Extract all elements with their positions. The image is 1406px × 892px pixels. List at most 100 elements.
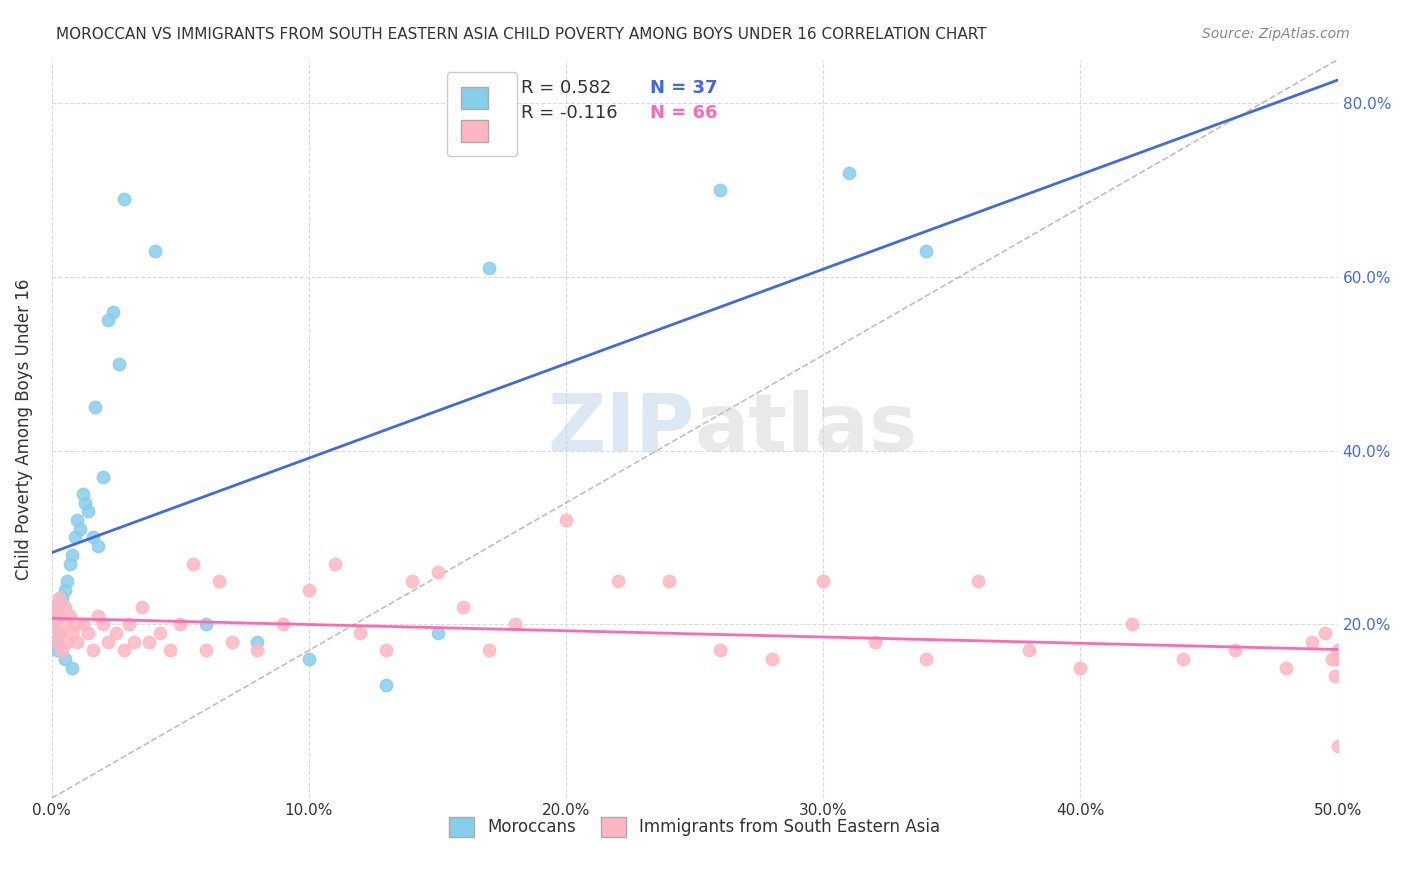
Point [138, 634, 160, 648]
Point [51, 591, 73, 606]
Point [60, 626, 83, 640]
Point [45, 634, 67, 648]
Text: R = 0.582: R = 0.582 [522, 78, 612, 96]
Point [75, 496, 97, 510]
Point [44, 599, 66, 614]
Point [53, 652, 76, 666]
Point [82, 531, 104, 545]
Point [56, 634, 79, 648]
Point [131, 599, 153, 614]
Point [51, 643, 73, 657]
Point [1018, 643, 1040, 657]
Point [143, 244, 166, 258]
Point [91, 469, 114, 483]
Point [966, 574, 988, 588]
Point [63, 531, 86, 545]
Point [122, 634, 145, 648]
Point [1326, 643, 1348, 657]
Point [863, 634, 886, 648]
Point [915, 652, 938, 666]
Point [53, 599, 76, 614]
Point [48, 608, 70, 623]
Point [709, 183, 731, 197]
Point [48, 626, 70, 640]
Text: atlas: atlas [695, 390, 918, 468]
Point [401, 574, 423, 588]
Point [1322, 652, 1344, 666]
Point [195, 643, 218, 657]
Point [112, 643, 135, 657]
Point [426, 566, 449, 580]
Point [1326, 739, 1348, 753]
Y-axis label: Child Poverty Among Boys Under 16: Child Poverty Among Boys Under 16 [15, 278, 32, 580]
Point [53, 582, 76, 597]
Point [503, 617, 526, 632]
Point [72, 487, 94, 501]
Point [76, 626, 98, 640]
Point [60, 548, 83, 562]
Point [1313, 626, 1336, 640]
Point [56, 574, 79, 588]
Point [1173, 652, 1195, 666]
Point [105, 626, 128, 640]
Point [451, 599, 474, 614]
Point [84, 400, 107, 414]
Point [658, 574, 681, 588]
Point [813, 574, 835, 588]
Point [107, 357, 129, 371]
Point [112, 192, 135, 206]
Point [298, 582, 321, 597]
Point [181, 557, 204, 571]
Point [44, 617, 66, 632]
Point [63, 617, 86, 632]
Point [91, 617, 114, 632]
Point [69, 522, 91, 536]
Point [45, 643, 67, 657]
Point [44, 617, 66, 632]
Point [59, 608, 82, 623]
Legend: Moroccans, Immigrants from South Eastern Asia: Moroccans, Immigrants from South Eastern… [440, 808, 949, 846]
Text: R = -0.116: R = -0.116 [522, 103, 617, 122]
Point [246, 643, 269, 657]
Point [323, 557, 346, 571]
Point [48, 626, 70, 640]
Point [103, 304, 125, 318]
Point [82, 643, 104, 657]
Point [149, 626, 172, 640]
Point [1121, 617, 1143, 632]
Point [1275, 661, 1298, 675]
Point [97, 313, 120, 327]
Point [606, 574, 628, 588]
Point [76, 504, 98, 518]
Point [709, 643, 731, 657]
Point [1301, 634, 1323, 648]
Point [555, 513, 578, 527]
Point [298, 652, 321, 666]
Point [72, 617, 94, 632]
Point [915, 244, 938, 258]
Point [375, 643, 398, 657]
Point [221, 634, 243, 648]
Point [53, 617, 76, 632]
Point [59, 557, 82, 571]
Point [478, 261, 501, 276]
Point [271, 617, 294, 632]
Point [1324, 669, 1347, 683]
Point [87, 539, 110, 553]
Text: N = 66: N = 66 [650, 103, 717, 122]
Point [45, 608, 67, 623]
Point [1326, 652, 1348, 666]
Point [478, 643, 501, 657]
Text: N = 37: N = 37 [650, 78, 717, 96]
Point [838, 165, 860, 179]
Point [246, 634, 269, 648]
Point [60, 661, 83, 675]
Point [44, 634, 66, 648]
Point [159, 643, 181, 657]
Point [48, 591, 70, 606]
Point [45, 599, 67, 614]
Point [1223, 643, 1246, 657]
Point [195, 617, 218, 632]
Point [208, 574, 231, 588]
Point [426, 626, 449, 640]
